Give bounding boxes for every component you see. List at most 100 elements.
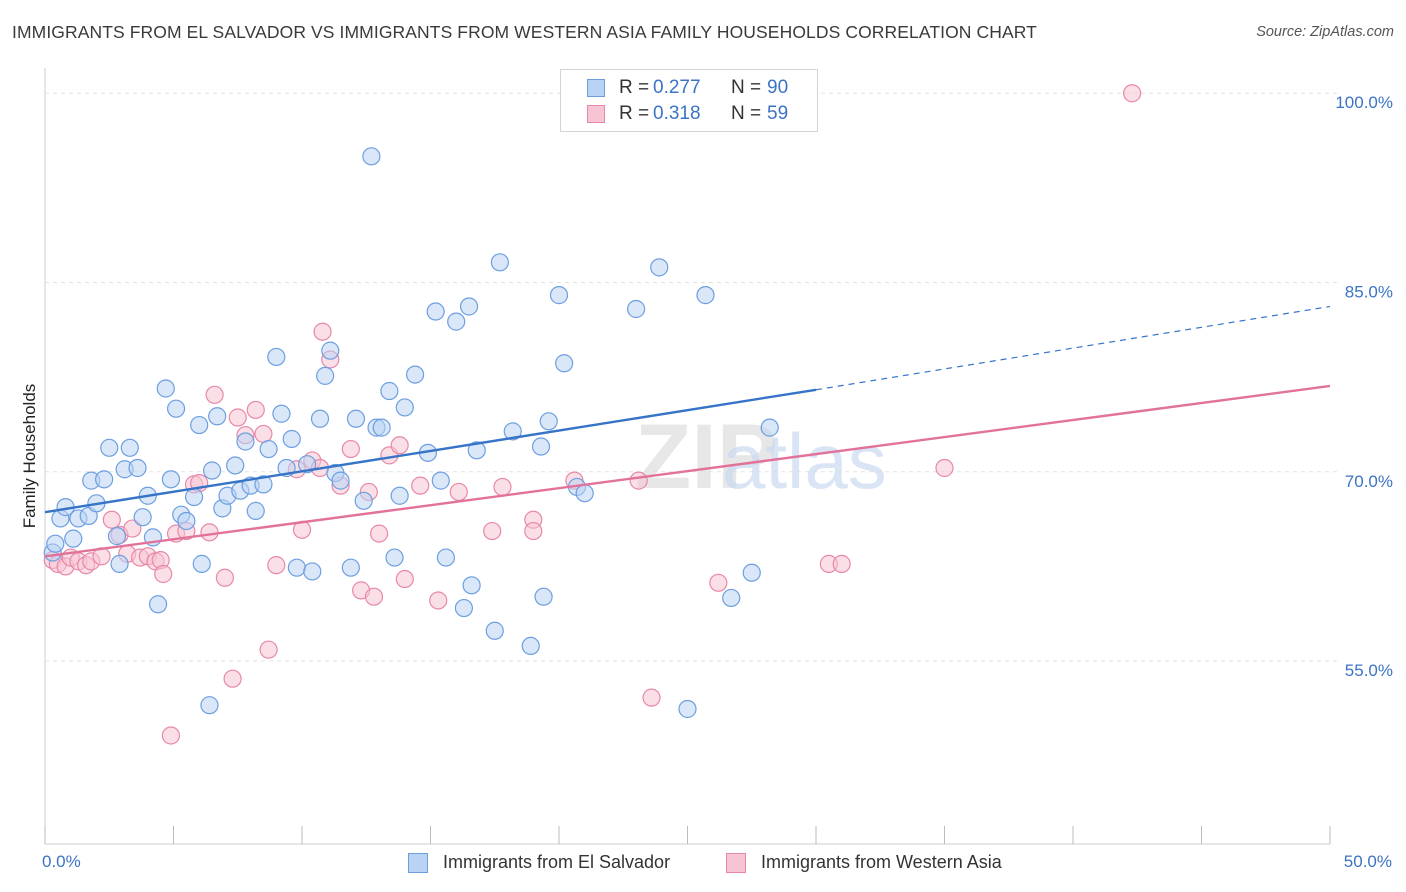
data-point [200,696,219,715]
data-point [549,286,569,305]
data-point [133,508,152,527]
data-point [341,558,360,577]
data-point [534,587,553,606]
data-point [629,471,648,490]
data-point [341,439,360,459]
data-point [493,477,512,497]
n-label: N = [731,77,762,98]
legend-swatch-blue [408,852,428,873]
data-point [462,576,481,595]
data-point [380,381,399,401]
data-point [254,475,273,494]
data-point [521,636,540,655]
data-point [161,470,181,489]
data-point [100,438,119,457]
data-point [156,379,175,398]
data-point [120,438,139,457]
axes [44,68,1331,845]
legend-item-western-asia[interactable]: Immigrants from Western Asia [726,852,1002,873]
legend-label: Immigrants from Western Asia [761,852,1002,872]
data-point [282,429,301,449]
data-point [226,456,245,475]
x-tick-label-min: 0.0% [42,852,81,871]
data-point [575,484,594,503]
n-label: N = [731,103,762,124]
data-point [148,595,168,614]
data-point [107,527,127,546]
data-point [287,558,306,577]
n-value: 90 [767,77,789,98]
data-point [454,598,474,618]
data-point [459,297,479,316]
data-point [485,621,504,640]
data-point [161,726,181,745]
trend-line-el-salvador [44,388,817,514]
data-point [935,458,954,478]
trend-lines [44,305,1331,558]
trend-line-el-salvador-extension [815,305,1331,391]
legend-swatch-pink [726,852,746,873]
pink-swatch [587,105,605,123]
chart-title: IMMIGRANTS FROM EL SALVADOR VS IMMIGRANT… [12,22,1037,42]
data-point [346,409,366,428]
data-point [154,564,173,584]
data-point [128,458,147,478]
data-point [467,441,486,460]
data-point [364,587,384,606]
data-point [208,407,227,426]
data-point [202,461,222,480]
data-point [259,640,278,659]
legend-label: Immigrants from El Salvador [443,852,671,872]
data-point [267,347,286,367]
y-tick-label: 55.0% [1345,661,1393,680]
data-point [449,482,468,502]
data-point [362,147,381,166]
source-credit: Source: ZipAtlas.com [1256,24,1394,40]
data-point [395,398,414,417]
y-tick-label: 85.0% [1345,283,1393,302]
data-point [254,424,273,444]
watermark-atlas: atlas [722,417,887,505]
y-tick-label: 100.0% [1335,93,1393,112]
series-el-salvador-points [43,147,779,719]
data-point [742,563,761,582]
data-point [372,418,391,437]
data-point [696,286,715,305]
data-point [303,562,322,581]
data-point [95,470,114,489]
data-point [555,354,574,373]
data-point [405,365,425,384]
data-point [431,471,450,490]
data-point [503,422,522,441]
trend-line-western-asia [44,384,1331,558]
data-point [832,554,851,573]
data-point [626,299,646,319]
data-point [166,399,186,418]
n-value: 59 [767,103,789,124]
data-point [642,688,661,707]
data-point [46,534,65,553]
data-point [110,554,129,573]
data-point [483,521,502,541]
data-point [192,554,211,573]
data-point [390,436,409,455]
data-point [316,366,335,385]
data-point [259,439,278,459]
data-point [184,487,204,507]
data-point [310,409,330,428]
legend-item-el-salvador[interactable]: Immigrants from El Salvador [408,852,670,873]
data-point [426,302,445,321]
data-point [650,258,669,277]
data-point [524,521,543,541]
data-point [313,322,332,341]
data-point [760,418,779,437]
data-point [205,385,224,404]
data-point [411,476,430,495]
data-point [200,523,219,542]
data-point [331,471,350,490]
blue-swatch [587,79,605,97]
data-point [298,455,317,474]
data-point [215,568,234,587]
data-point [246,501,265,520]
gridlines [45,92,1338,662]
